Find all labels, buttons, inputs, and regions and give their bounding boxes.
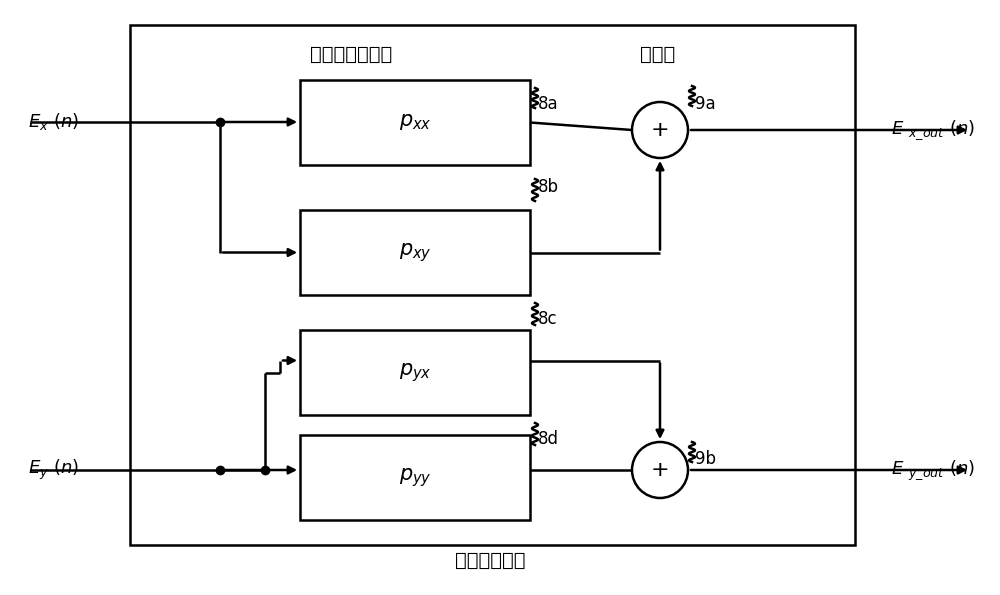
Text: 9b: 9b	[695, 450, 716, 468]
Bar	[300, 210, 530, 295]
Text: 相加部: 相加部	[640, 45, 675, 64]
Circle shape	[632, 102, 688, 158]
Text: 8b: 8b	[538, 178, 559, 196]
Text: $p_{yx}$: $p_{yx}$	[399, 361, 431, 384]
Text: 8c: 8c	[538, 310, 558, 328]
Bar	[130, 25, 855, 545]
Circle shape	[632, 442, 688, 498]
Text: 8d: 8d	[538, 430, 559, 448]
Bar	[300, 435, 530, 520]
Text: 9a: 9a	[695, 95, 716, 113]
Bar	[300, 330, 530, 415]
Text: $p_{yy}$: $p_{yy}$	[399, 466, 431, 489]
Text: $E\ _{y\_out}\ (n)$: $E\ _{y\_out}\ (n)$	[891, 458, 975, 482]
Text: $p_{xx}$: $p_{xx}$	[399, 112, 431, 133]
Text: $E\ _{x\_out}\ (n)$: $E\ _{x\_out}\ (n)$	[891, 118, 975, 142]
Bar	[300, 80, 530, 165]
Text: $p_{xy}$: $p_{xy}$	[399, 241, 431, 264]
Text: +: +	[651, 460, 669, 480]
Text: $E_y\ (n)$: $E_y\ (n)$	[28, 458, 79, 482]
Text: 自适应均衡部: 自适应均衡部	[455, 551, 525, 570]
Text: 滤波系数相乘部: 滤波系数相乘部	[310, 45, 392, 64]
Text: +: +	[651, 120, 669, 140]
Text: $E_x\ (n)$: $E_x\ (n)$	[28, 111, 79, 133]
Text: 8a: 8a	[538, 95, 559, 113]
